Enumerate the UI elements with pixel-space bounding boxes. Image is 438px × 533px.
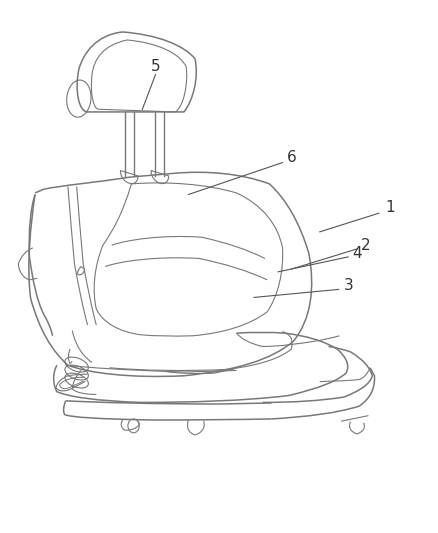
Text: 2: 2 [361, 238, 371, 253]
Text: 4: 4 [352, 246, 362, 261]
Text: 1: 1 [385, 200, 395, 215]
Text: 3: 3 [343, 278, 353, 293]
Text: 5: 5 [151, 59, 160, 74]
Text: 6: 6 [286, 150, 296, 165]
